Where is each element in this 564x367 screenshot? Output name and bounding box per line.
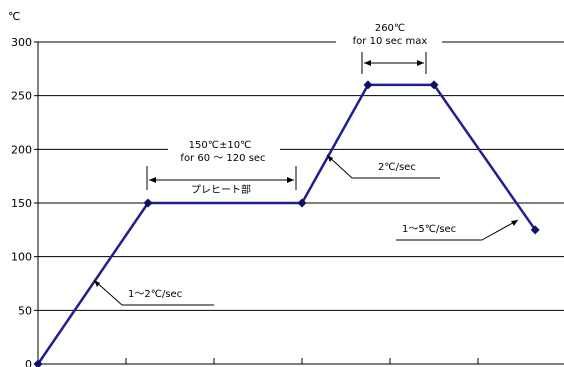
y-tick-label: 50: [18, 304, 32, 317]
y-unit-label: ℃: [8, 10, 20, 23]
data-point: [33, 359, 43, 367]
grid: [38, 41, 564, 311]
cool-label: 1～5℃/sec: [402, 224, 456, 235]
data-point: [143, 198, 153, 208]
series-markers: [33, 80, 540, 367]
ramp2-annotation: 2℃/sec: [326, 154, 440, 179]
y-tick-label: 300: [11, 36, 32, 49]
y-tick-label: 100: [11, 251, 32, 264]
ramp1-label: 1～2℃/sec: [128, 289, 182, 300]
y-tick-label: 200: [11, 143, 32, 156]
data-point: [530, 225, 540, 235]
preheat-duration-label: for 60 ～ 120 sec: [180, 153, 265, 164]
y-tick-label: 0: [25, 358, 32, 367]
cool-annotation: 1～5℃/sec: [396, 219, 519, 241]
peak-duration-label: for 10 sec max: [353, 36, 428, 47]
y-tick-labels: 0 50 100 150 200 250 300: [11, 36, 38, 367]
y-tick-label: 150: [11, 197, 32, 210]
x-tick-marks: [125, 358, 479, 364]
y-tick-label: 250: [11, 90, 32, 103]
peak-temp-label: 260℃: [375, 23, 405, 34]
peak-annotation: 260℃ for 10 sec max: [336, 20, 442, 74]
ramp2-label: 2℃/sec: [378, 162, 416, 173]
preheat-zone-label: プレヒート部: [191, 183, 251, 196]
preheat-annotation: 150℃±10℃ for 60 ～ 120 sec プレヒート部: [146, 138, 297, 196]
ramp1-annotation: 1～2℃/sec: [93, 279, 214, 306]
series-line: [36, 83, 537, 365]
data-point: [429, 80, 439, 90]
preheat-temp-label: 150℃±10℃: [189, 140, 252, 151]
data-point: [363, 80, 373, 90]
data-point: [297, 198, 307, 208]
